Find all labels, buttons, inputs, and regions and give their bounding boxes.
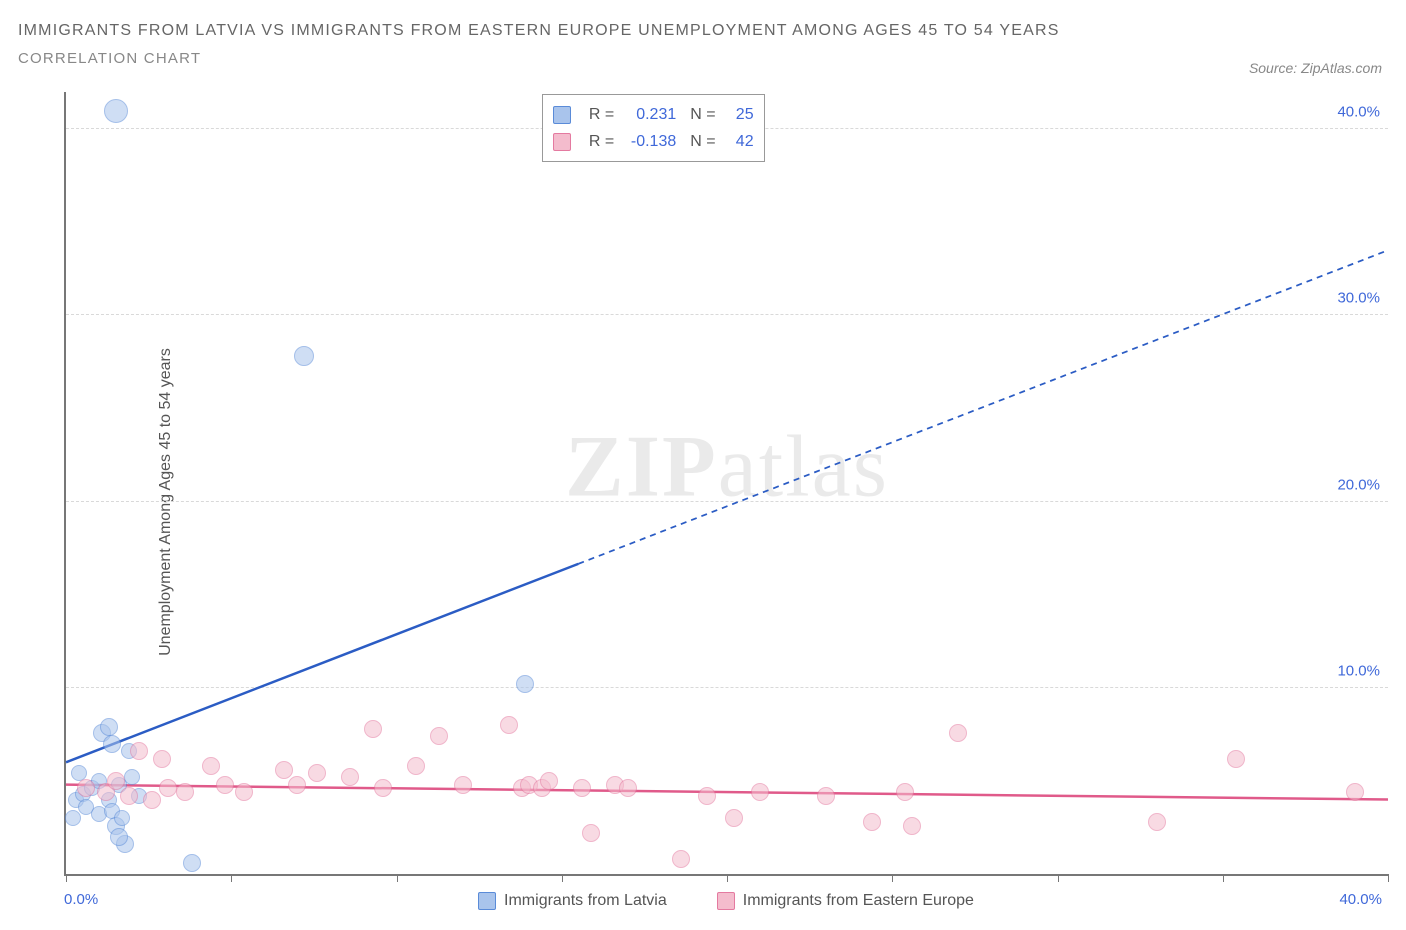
x-axis-max-label: 40.0% bbox=[1339, 891, 1382, 908]
data-point bbox=[104, 99, 128, 123]
data-point bbox=[202, 757, 220, 775]
legend-swatch bbox=[478, 892, 496, 910]
legend-label: Immigrants from Latvia bbox=[504, 892, 667, 909]
series-legend: Immigrants from Latvia Immigrants from Ea… bbox=[64, 892, 1388, 910]
data-point bbox=[725, 809, 743, 827]
data-point bbox=[124, 769, 140, 785]
legend-stat-row: R =0.231N =25 bbox=[553, 101, 754, 128]
data-point bbox=[698, 787, 716, 805]
data-point bbox=[176, 783, 194, 801]
data-point bbox=[153, 750, 171, 768]
data-point bbox=[308, 764, 326, 782]
data-point bbox=[65, 810, 81, 826]
x-tick bbox=[1388, 874, 1389, 882]
data-point bbox=[216, 776, 234, 794]
legend-swatch bbox=[553, 133, 571, 151]
data-point bbox=[903, 817, 921, 835]
data-point bbox=[1227, 750, 1245, 768]
data-point bbox=[294, 346, 314, 366]
correlation-legend: R =0.231N =25R =-0.138N =42 bbox=[542, 94, 765, 162]
source-attribution: Source: ZipAtlas.com bbox=[1249, 60, 1382, 76]
data-point bbox=[949, 724, 967, 742]
data-point bbox=[100, 718, 118, 736]
data-point bbox=[341, 768, 359, 786]
data-point bbox=[619, 779, 637, 797]
data-point bbox=[1148, 813, 1166, 831]
data-point bbox=[751, 783, 769, 801]
data-point bbox=[817, 787, 835, 805]
chart-container: Unemployment Among Ages 45 to 54 years Z… bbox=[18, 92, 1388, 912]
data-point bbox=[374, 779, 392, 797]
data-point bbox=[582, 824, 600, 842]
data-point bbox=[235, 783, 253, 801]
data-point bbox=[407, 757, 425, 775]
legend-stat-row: R =-0.138N =42 bbox=[553, 128, 754, 155]
data-point bbox=[120, 787, 138, 805]
data-point bbox=[896, 783, 914, 801]
data-point bbox=[672, 850, 690, 868]
data-point bbox=[573, 779, 591, 797]
data-point bbox=[110, 828, 128, 846]
data-point bbox=[103, 735, 121, 753]
data-point bbox=[159, 779, 177, 797]
data-point bbox=[107, 772, 125, 790]
data-point bbox=[275, 761, 293, 779]
data-point bbox=[863, 813, 881, 831]
data-point bbox=[430, 727, 448, 745]
x-axis: 0.0% Immigrants from LatviaImmigrants fr… bbox=[64, 880, 1388, 912]
data-point bbox=[183, 854, 201, 872]
plot-area: ZIPatlas R =0.231N =25R =-0.138N =42 10.… bbox=[64, 92, 1388, 876]
legend-swatch bbox=[717, 892, 735, 910]
trend-lines bbox=[66, 92, 1388, 874]
legend-item: Immigrants from Eastern Europe bbox=[717, 892, 974, 910]
data-point bbox=[114, 810, 130, 826]
data-point bbox=[540, 772, 558, 790]
data-point bbox=[288, 776, 306, 794]
chart-subtitle: CORRELATION CHART bbox=[18, 50, 1388, 67]
legend-swatch bbox=[553, 106, 571, 124]
data-point bbox=[130, 742, 148, 760]
data-point bbox=[454, 776, 472, 794]
legend-item: Immigrants from Latvia bbox=[478, 892, 667, 910]
data-point bbox=[516, 675, 534, 693]
data-point bbox=[77, 779, 95, 797]
data-point bbox=[364, 720, 382, 738]
chart-title: IMMIGRANTS FROM LATVIA VS IMMIGRANTS FRO… bbox=[18, 18, 1388, 44]
data-point bbox=[500, 716, 518, 734]
data-point bbox=[1346, 783, 1364, 801]
data-point bbox=[143, 791, 161, 809]
legend-label: Immigrants from Eastern Europe bbox=[743, 892, 974, 909]
